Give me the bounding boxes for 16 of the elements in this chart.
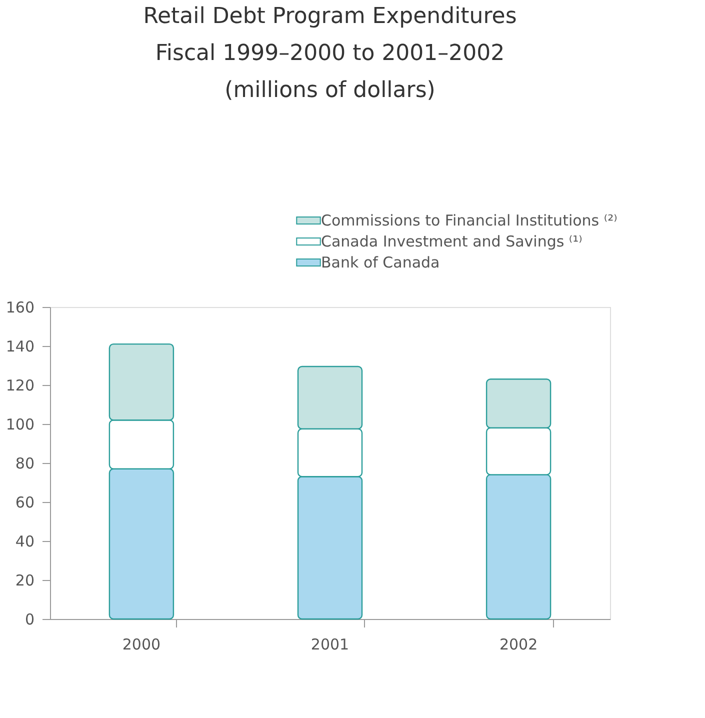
y-tick-label: 100 [6, 416, 34, 434]
legend-label: Commissions to Financial Institutions ⁽²⁾ [321, 212, 618, 230]
y-tick-label: 120 [6, 376, 34, 394]
y-tick-label: 60 [15, 494, 34, 512]
y-tick-label: 0 [24, 610, 34, 628]
legend-label: Canada Investment and Savings ⁽¹⁾ [321, 232, 582, 250]
y-tick-label: 80 [15, 454, 34, 472]
x-tick-label: 2002 [499, 636, 538, 654]
chart-title: Retail Debt Program Expenditures Fiscal 1999–2000 to 2001–2002 (millions of dollars) [143, 4, 517, 103]
y-tick-label: 160 [6, 298, 34, 316]
y-tick-label: 40 [15, 532, 34, 550]
x-tick-label: 2000 [122, 636, 161, 654]
y-tick-label: 20 [15, 572, 34, 590]
x-tick-label: 2001 [310, 636, 350, 654]
y-tick-label: 140 [6, 338, 34, 356]
legend-label: Bank of Canada [321, 254, 440, 272]
